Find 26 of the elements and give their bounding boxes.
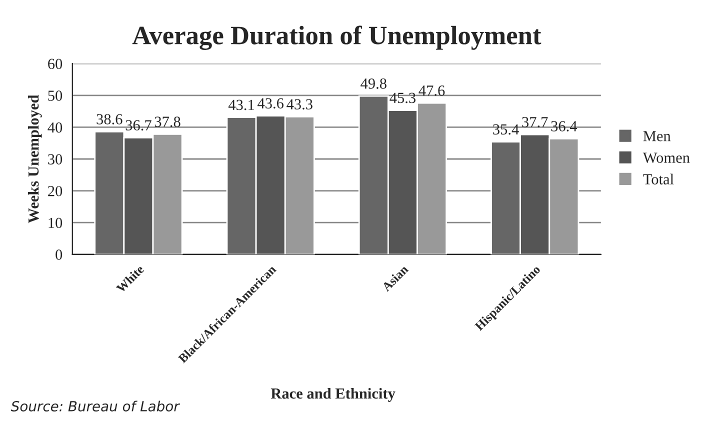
y-tick-label: 50	[48, 90, 62, 101]
source-note: Source: Bureau of Labor	[10, 400, 180, 412]
data-label: 37.7	[522, 116, 548, 128]
data-label: 45.3	[390, 92, 416, 104]
data-label: 35.4	[493, 124, 519, 135]
chart-title: Average Duration of Unemployment	[132, 26, 542, 50]
data-label: 36.4	[551, 121, 578, 132]
data-label: 43.6	[258, 98, 284, 109]
data-label: 43.1	[228, 100, 254, 110]
legend-label: Women	[642, 152, 690, 163]
data-label: 36.7	[126, 120, 152, 130]
y-tick-label: 10	[48, 218, 62, 228]
data-label: 43.3	[286, 99, 312, 110]
y-tick-label: 40	[48, 122, 62, 133]
data-label: 47.6	[418, 85, 445, 96]
legend-label: Total	[643, 174, 674, 184]
y-tick-label: 20	[48, 186, 62, 196]
y-tick-label: 0	[56, 250, 62, 260]
data-label: 38.6	[96, 114, 122, 124]
y-tick-label: 30	[48, 154, 62, 164]
legend-label: Men	[643, 131, 671, 142]
x-axis-title: Race and Ethnicity	[270, 388, 396, 402]
y-axis-title: Weeks Unemployed	[28, 94, 42, 224]
data-label: 37.8	[154, 116, 180, 127]
data-label: 49.8	[360, 78, 386, 89]
y-tick-label: 60	[48, 58, 62, 70]
